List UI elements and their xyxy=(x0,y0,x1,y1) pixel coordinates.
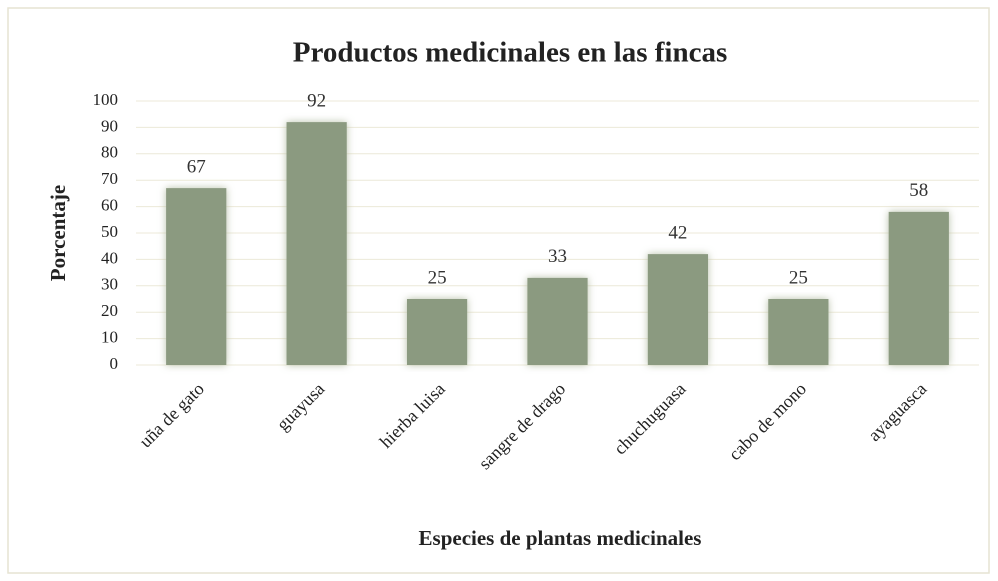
bar xyxy=(286,122,347,366)
y-axis-label: Porcentaje xyxy=(46,185,70,281)
value-label: 25 xyxy=(428,267,447,288)
bar xyxy=(647,254,709,365)
bar xyxy=(888,211,949,365)
y-tick-label: 90 xyxy=(101,116,118,135)
y-tick-label: 40 xyxy=(101,248,118,267)
value-label: 92 xyxy=(307,90,326,111)
y-tick-label: 30 xyxy=(101,275,118,294)
y-tick-label: 70 xyxy=(101,169,118,188)
bar xyxy=(166,188,227,365)
y-tick-label: 50 xyxy=(101,222,118,241)
value-label: 58 xyxy=(909,180,928,201)
bar xyxy=(768,299,829,365)
x-axis-label: Especies de plantas medicinales xyxy=(419,526,702,550)
value-label: 33 xyxy=(548,246,567,267)
value-label: 42 xyxy=(668,222,687,243)
value-label: 25 xyxy=(789,267,808,288)
y-tick-label: 0 xyxy=(110,354,119,373)
y-tick-label: 60 xyxy=(101,196,118,215)
y-tick-label: 100 xyxy=(93,90,119,109)
chart-title: Productos medicinales en las fincas xyxy=(293,37,727,69)
y-tick-label: 10 xyxy=(101,328,118,347)
y-tick-label: 20 xyxy=(101,301,118,320)
bar xyxy=(527,277,588,365)
y-tick-label: 80 xyxy=(101,143,118,162)
bar xyxy=(406,299,468,365)
chart-frame xyxy=(7,7,990,574)
value-label: 67 xyxy=(187,156,206,177)
